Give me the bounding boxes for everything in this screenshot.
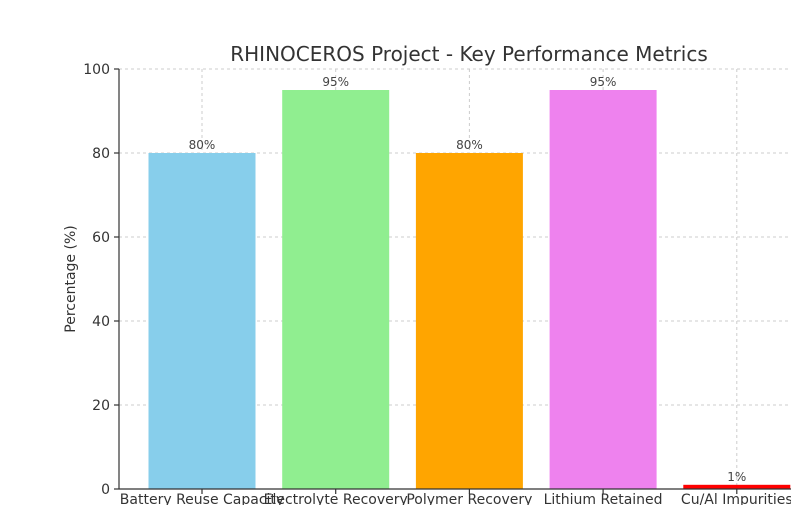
bar: [415, 153, 523, 489]
x-tick-label: Polymer Recovery: [406, 492, 532, 505]
bar: [683, 484, 791, 489]
data-label: 1%: [727, 470, 746, 484]
chart-title: RHINOCEROS Project - Key Performance Met…: [230, 42, 708, 66]
bars: [148, 90, 791, 489]
y-tick-label: 80: [92, 146, 110, 162]
y-tick-labels: 0 20 40 60 80 100: [83, 62, 110, 498]
y-tick-label: 100: [83, 62, 110, 78]
x-tick-label: Battery Reuse Capacity: [120, 492, 284, 505]
data-label: 95%: [322, 75, 349, 89]
data-label: 80%: [456, 138, 483, 152]
bar: [282, 90, 390, 489]
x-tick-label: Lithium Retained: [544, 492, 663, 505]
x-tick-label: Cu/Al Impurities: [681, 492, 791, 505]
data-labels: 80% 95% 80% 95% 1%: [189, 75, 747, 484]
y-tick-label: 0: [101, 482, 110, 498]
axes: [114, 68, 791, 494]
y-tick-label: 60: [92, 230, 110, 246]
y-tick-label: 40: [92, 314, 110, 330]
y-axis-label: Percentage (%): [63, 225, 79, 332]
bar: [148, 153, 256, 489]
bar: [549, 90, 657, 489]
y-tick-label: 20: [92, 398, 110, 414]
data-label: 80%: [189, 138, 216, 152]
data-label: 95%: [590, 75, 617, 89]
x-tick-label: Electrolyte Recovery: [264, 492, 408, 505]
